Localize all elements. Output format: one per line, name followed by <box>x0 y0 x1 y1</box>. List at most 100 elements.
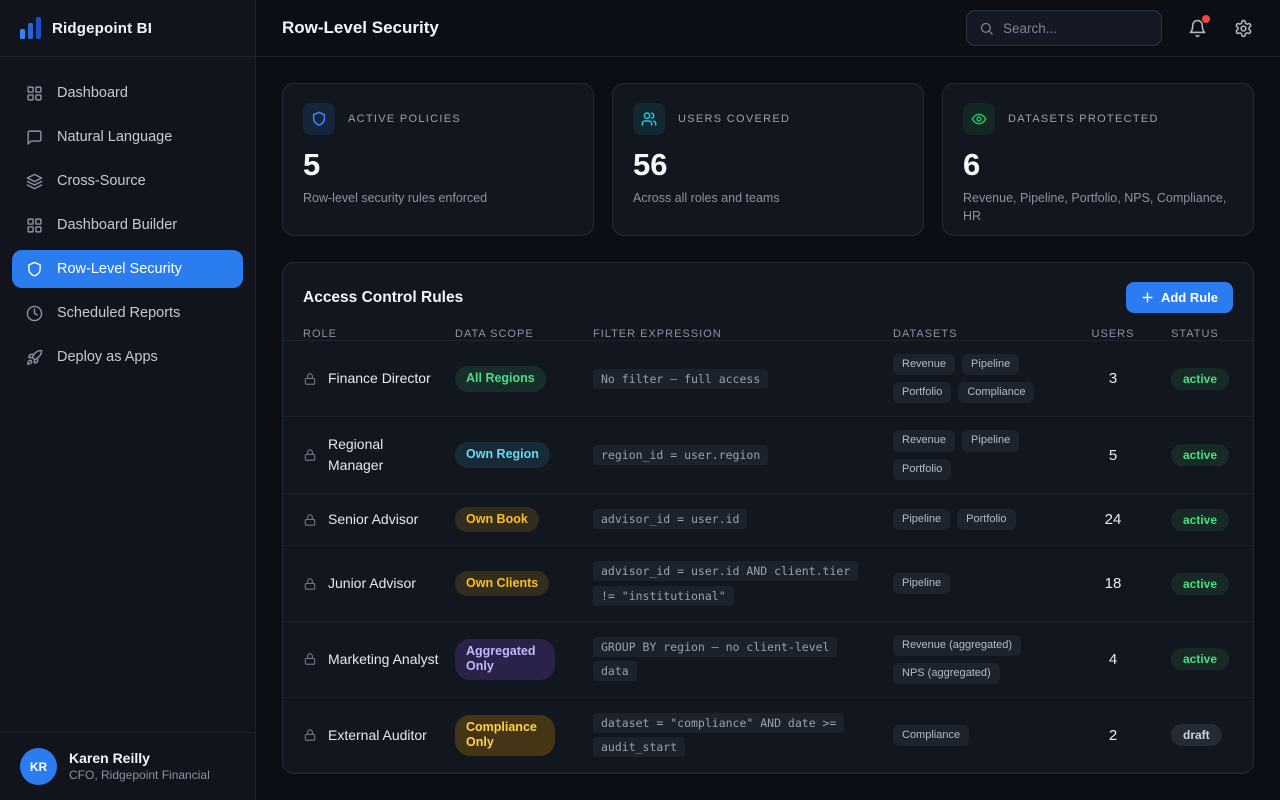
table-row[interactable]: External Auditor Compliance Only dataset =… <box>283 698 1253 773</box>
scope-badge: Own Book <box>455 506 539 533</box>
panel-title: Access Control Rules <box>303 288 464 306</box>
filter-expression: No filter — full access <box>593 368 769 389</box>
sidebar-item-label: Scheduled Reports <box>57 305 181 321</box>
dataset-tag: Pipeline <box>962 430 1020 452</box>
stat-card-users-covered: Users Covered 56 Across all roles and te… <box>612 83 924 236</box>
status-cell: active <box>1141 444 1233 467</box>
sidebar-item-cross-source[interactable]: Cross-Source <box>12 162 243 200</box>
sidebar: Ridgepoint BI Dashboard Natural Language… <box>0 0 256 800</box>
stat-label: Users Covered <box>678 113 791 125</box>
role-name: Finance Director <box>328 370 431 387</box>
table-row[interactable]: Regional Manager Own Region region_id = us… <box>283 417 1253 494</box>
dataset-tag: Revenue <box>893 430 956 452</box>
lock-icon <box>304 577 316 590</box>
sidebar-item-deploy-as-apps[interactable]: Deploy as Apps <box>12 338 243 376</box>
chat-icon <box>27 129 42 145</box>
status-cell: active <box>1141 367 1233 390</box>
column-header-role: Role <box>303 328 337 340</box>
datasets-cell: Revenue Pipeline Portfolio <box>893 430 1085 480</box>
bar-chart-logo-icon <box>20 17 41 39</box>
status-badge: active <box>1171 648 1230 671</box>
datasets-cell: Compliance <box>893 724 1085 746</box>
table-row[interactable]: Finance Director All Regions No filter — f… <box>283 341 1253 418</box>
scope-cell: Aggregated Only <box>455 638 593 680</box>
stat-value: 56 <box>633 147 668 182</box>
role-name: External Auditor <box>328 726 427 743</box>
users-count: 24 <box>1104 511 1122 529</box>
sidebar-item-label: Deploy as Apps <box>57 349 158 365</box>
filter-expression: advisor_id = user.id AND client.tier != … <box>593 561 859 606</box>
sidebar-item-dashboard-builder[interactable]: Dashboard Builder <box>12 206 243 244</box>
filter-cell: advisor_id = user.id <box>593 507 893 531</box>
stat-value: 6 <box>963 147 981 182</box>
filter-cell: advisor_id = user.id AND client.tier != … <box>593 559 893 607</box>
rules-table-body: Finance Director All Regions No filter — f… <box>283 341 1253 773</box>
role-cell: Regional Manager <box>303 434 455 476</box>
add-rule-button[interactable]: Add Rule <box>1125 282 1233 313</box>
stat-value: 5 <box>303 147 321 182</box>
dataset-tag: Compliance <box>893 724 970 746</box>
filter-cell: region_id = user.region <box>593 443 893 467</box>
search-box[interactable] <box>966 10 1162 46</box>
search-input[interactable] <box>1003 20 1149 36</box>
role-name: Senior Advisor <box>328 511 419 528</box>
dataset-tag: Portfolio <box>893 458 952 480</box>
sidebar-item-row-level-security[interactable]: Row-Level Security <box>12 250 243 288</box>
table-row[interactable]: Junior Advisor Own Clients advisor_id = us… <box>283 546 1253 622</box>
settings-button[interactable] <box>1232 17 1254 39</box>
status-badge: active <box>1171 508 1230 531</box>
user-profile[interactable]: KR Karen Reilly CFO, Ridgepoint Financia… <box>0 732 255 800</box>
rocket-icon <box>27 349 43 365</box>
users-count: 3 <box>1108 370 1118 388</box>
datasets-cell: Revenue Pipeline Portfolio Compliance <box>893 354 1085 404</box>
main-content: Active Policies 5 Row-level security rul… <box>256 57 1280 800</box>
table-row[interactable]: Marketing Analyst Aggregated Only GROUP BY… <box>283 622 1253 699</box>
dataset-tag: Pipeline <box>893 572 951 595</box>
scope-cell: All Regions <box>455 365 593 392</box>
scope-badge: Own Clients <box>455 570 550 597</box>
app-name: Ridgepoint BI <box>52 19 153 37</box>
dataset-tag: Revenue <box>893 354 956 376</box>
sidebar-nav: Dashboard Natural Language Cross-Source … <box>0 57 255 732</box>
sidebar-item-scheduled-reports[interactable]: Scheduled Reports <box>12 294 243 332</box>
eye-icon <box>971 113 987 125</box>
user-name: Karen Reilly <box>69 750 150 766</box>
role-cell: Marketing Analyst <box>303 649 455 670</box>
status-badge: active <box>1171 367 1230 390</box>
dataset-tag: Pipeline <box>962 354 1020 376</box>
table-header: Role Data Scope Filter Expression Datase… <box>283 328 1253 341</box>
stat-label: Active Policies <box>348 113 462 125</box>
table-row[interactable]: Senior Advisor Own Book advisor_id = user.… <box>283 494 1253 547</box>
stat-caption: Revenue, Pipeline, Portfolio, NPS, Compl… <box>963 191 1227 224</box>
sidebar-item-dashboard[interactable]: Dashboard <box>12 74 243 112</box>
status-cell: active <box>1141 508 1233 531</box>
filter-cell: No filter — full access <box>593 367 893 391</box>
role-cell: External Auditor <box>303 725 455 746</box>
avatar: KR <box>20 748 57 785</box>
column-header-users: Users <box>1091 328 1135 340</box>
column-header-data-scope: Data Scope <box>455 328 534 340</box>
shield-icon <box>312 111 326 126</box>
stat-label: Datasets Protected <box>1008 113 1159 125</box>
status-cell: draft <box>1141 724 1233 747</box>
scope-badge: Own Region <box>455 442 550 468</box>
filter-cell: GROUP BY region — no client-level data <box>593 635 893 683</box>
user-role: CFO, Ridgepoint Financial <box>69 768 210 783</box>
scope-cell: Own Book <box>455 506 593 533</box>
status-cell: active <box>1141 572 1233 595</box>
datasets-cell: Pipeline Portfolio <box>893 508 1085 531</box>
lock-icon <box>304 729 316 742</box>
column-header-filter-expression: Filter Expression <box>593 328 722 340</box>
users-count: 2 <box>1108 726 1118 744</box>
users-count: 18 <box>1104 575 1122 593</box>
shield-icon <box>28 261 41 277</box>
notifications-button[interactable] <box>1186 15 1210 39</box>
sidebar-item-natural-language[interactable]: Natural Language <box>12 118 243 156</box>
role-name: Junior Advisor <box>328 575 416 592</box>
sidebar-item-label: Cross-Source <box>57 173 146 189</box>
stats-cards: Active Policies 5 Row-level security rul… <box>282 83 1254 236</box>
users-count: 4 <box>1108 650 1118 668</box>
stat-card-active-policies: Active Policies 5 Row-level security rul… <box>282 83 594 236</box>
sidebar-item-label: Dashboard <box>57 85 128 101</box>
sidebar-item-label: Dashboard Builder <box>57 217 178 233</box>
